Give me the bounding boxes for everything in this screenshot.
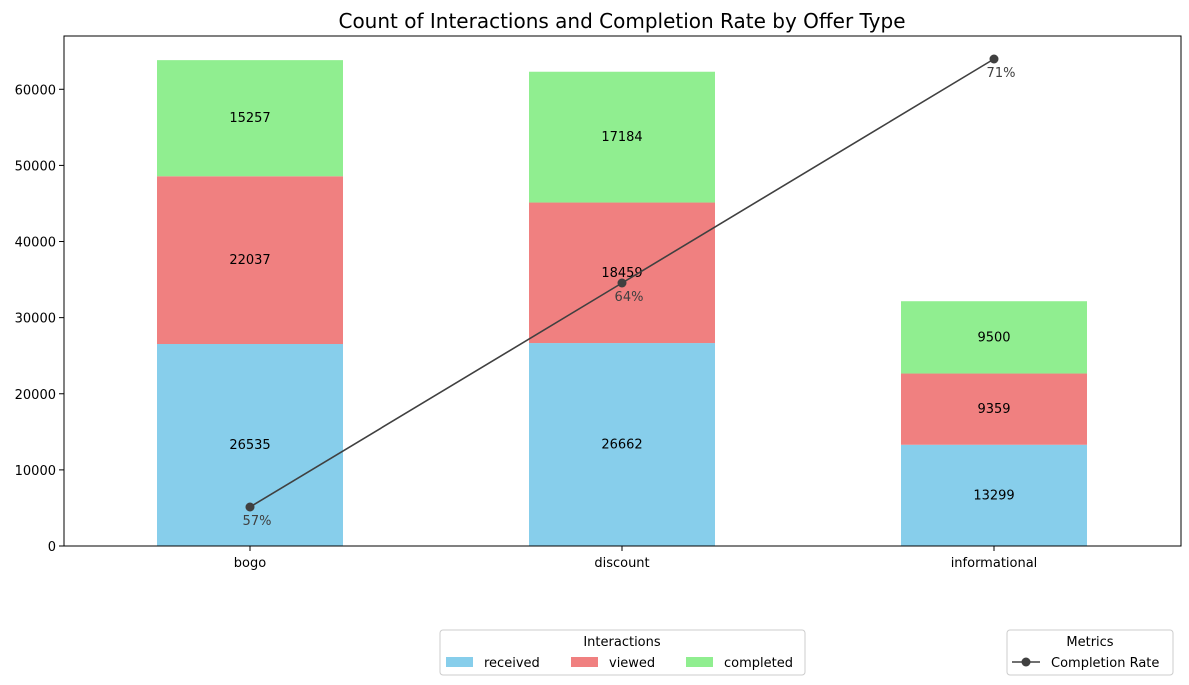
y-axis: 0 10000 20000 30000 40000 50000 60000 [15,83,64,555]
completion-rate-label-discount: 64% [615,290,644,305]
line-layer: 57% 64% 71% [243,54,1016,529]
bar-completed-informational [901,301,1087,374]
x-tick-label-informational: informational [951,556,1038,571]
completion-rate-point-informational [989,54,999,64]
bar-received-discount [529,343,715,546]
bar-label-viewed-informational: 9359 [977,402,1010,417]
bar-label-completed-discount: 17184 [601,130,642,145]
bar-viewed-bogo [157,176,343,345]
y-tick-label: 40000 [15,236,56,251]
legend-swatch-completed [686,657,713,667]
legend-frame [439,629,806,676]
x-axis: bogo discount informational [234,546,1038,571]
interactions-legend: Interactions received viewed completed [439,629,806,676]
bars-layer: 2653522037152572666218459171841329993599… [157,60,1087,546]
legend-label-received: received [484,656,540,671]
bar-label-received-discount: 26662 [601,438,642,453]
bar-label-completed-informational: 9500 [977,330,1010,345]
y-tick-label: 60000 [15,83,56,98]
legend-title: Metrics [1066,635,1113,650]
legend-frame [1006,629,1174,676]
completion-rate-point-discount [617,278,627,288]
legend-title: Interactions [583,635,661,650]
legend-swatch-received [446,657,473,667]
bar-label-received-bogo: 26535 [229,438,270,453]
bar-label-viewed-bogo: 22037 [229,253,270,268]
bar-label-completed-bogo: 15257 [229,111,270,126]
legend-entries: received viewed completed [446,656,793,671]
x-tick-label-discount: discount [594,556,649,571]
metrics-legend: Metrics Completion Rate [1006,629,1174,676]
x-tick-label-bogo: bogo [234,556,266,571]
legend-marker-swatch [1021,657,1031,667]
completion-rate-label-bogo: 57% [243,514,272,529]
y-tick-label: 50000 [15,159,56,174]
bar-received-informational [901,444,1087,546]
chart-title: Count of Interactions and Completion Rat… [338,9,905,33]
legend-label-viewed: viewed [609,656,655,671]
y-tick-label: 30000 [15,312,56,327]
completion-rate-label-informational: 71% [987,66,1016,81]
bar-received-bogo [157,344,343,546]
bar-completed-discount [529,71,715,203]
bar-viewed-informational [901,373,1087,445]
completion-rate-point-bogo [245,502,255,512]
legend-label-completion-rate: Completion Rate [1051,656,1159,671]
bar-label-received-informational: 13299 [973,488,1014,503]
y-tick-label: 10000 [15,464,56,479]
bar-completed-bogo [157,60,343,177]
legend-swatch-viewed [571,657,598,667]
y-tick-label: 20000 [15,388,56,403]
legend-label-completed: completed [724,656,793,671]
y-tick-label: 0 [48,540,56,555]
